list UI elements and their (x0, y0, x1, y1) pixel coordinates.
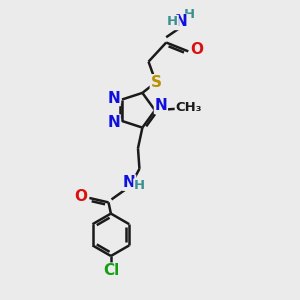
Text: H: H (134, 179, 145, 192)
Text: O: O (75, 189, 88, 204)
Text: N: N (123, 175, 136, 190)
Text: S: S (150, 75, 161, 90)
Text: H: H (184, 8, 195, 21)
Text: CH₃: CH₃ (175, 101, 202, 114)
Text: N: N (154, 98, 167, 113)
Text: Cl: Cl (103, 263, 119, 278)
Text: N: N (107, 91, 120, 106)
Text: O: O (190, 42, 203, 57)
Text: N: N (175, 14, 187, 29)
Text: H: H (167, 15, 178, 28)
Text: N: N (107, 115, 120, 130)
